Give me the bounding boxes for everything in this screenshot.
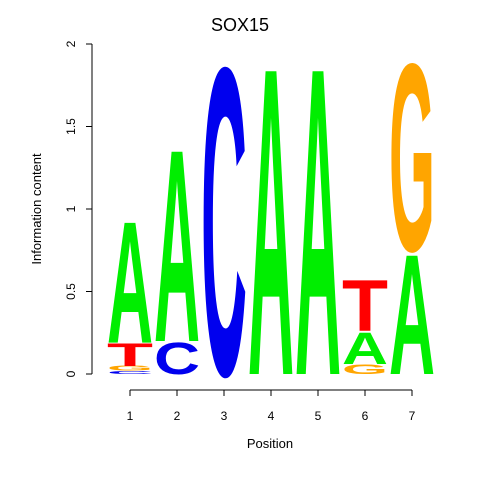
- logo-letter-g: G: [389, 9, 435, 309]
- y-tick-label: 1: [64, 205, 78, 212]
- logo-letter-a: A: [342, 323, 388, 374]
- x-tick-label: 4: [268, 409, 275, 423]
- x-axis-label: Position: [247, 436, 293, 451]
- x-tick-label: 7: [409, 409, 416, 423]
- logo-letter-c: C: [201, 0, 247, 468]
- logo-letter-t: T: [107, 337, 153, 372]
- y-tick-label: 0: [64, 370, 78, 377]
- x-axis: 1 2 3 4 5 6 7: [127, 389, 416, 423]
- chart-title: SOX15: [211, 15, 269, 35]
- y-tick-label: 0.5: [64, 283, 78, 300]
- logo-letter-a: A: [389, 220, 435, 411]
- x-tick-label: 3: [221, 409, 228, 423]
- logo-letter-a: A: [154, 93, 200, 400]
- x-tick-label: 6: [362, 409, 369, 423]
- y-tick-label: 1.5: [64, 118, 78, 135]
- y-axis: 0 0.5 1 1.5 2: [64, 40, 93, 377]
- y-axis-label: Information content: [29, 153, 44, 265]
- logo-letter-c: C: [154, 333, 200, 384]
- logo-letter-a: A: [248, 0, 294, 468]
- x-tick-label: 1: [127, 409, 134, 423]
- y-tick-label: 2: [64, 40, 78, 47]
- logo-letter-a: A: [107, 185, 153, 380]
- logo-letter-a: A: [295, 0, 341, 468]
- x-tick-label: 2: [174, 409, 181, 423]
- x-tick-label: 5: [315, 409, 322, 423]
- logo-letter-g: G: [107, 364, 153, 372]
- logo-letter-c: C: [107, 370, 153, 375]
- logo-letter-g: G: [342, 362, 388, 377]
- logo-letter-t: T: [342, 265, 388, 347]
